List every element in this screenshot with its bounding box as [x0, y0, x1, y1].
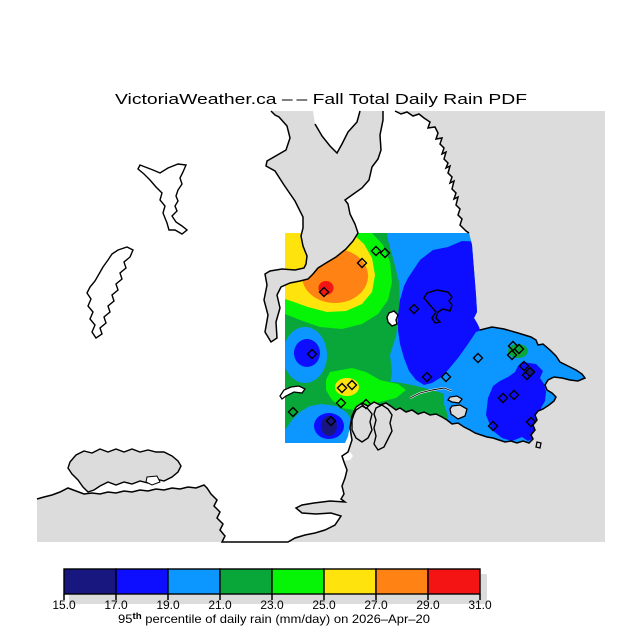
- svg-text:19.0: 19.0: [156, 598, 180, 612]
- svg-text:27.0: 27.0: [364, 598, 388, 612]
- svg-text:25.0: 25.0: [312, 598, 336, 612]
- svg-text:95th percentile of daily rain: 95th percentile of daily rain (mm/day) o…: [118, 611, 430, 626]
- svg-text:15.0: 15.0: [52, 598, 76, 612]
- svg-text:29.0: 29.0: [416, 598, 440, 612]
- svg-text:VictoriaWeather.ca – – Fall To: VictoriaWeather.ca – – Fall Total Daily …: [115, 91, 527, 108]
- svg-text:23.0: 23.0: [260, 598, 284, 612]
- svg-text:31.0: 31.0: [468, 598, 492, 612]
- svg-text:21.0: 21.0: [208, 598, 232, 612]
- svg-text:17.0: 17.0: [104, 598, 128, 612]
